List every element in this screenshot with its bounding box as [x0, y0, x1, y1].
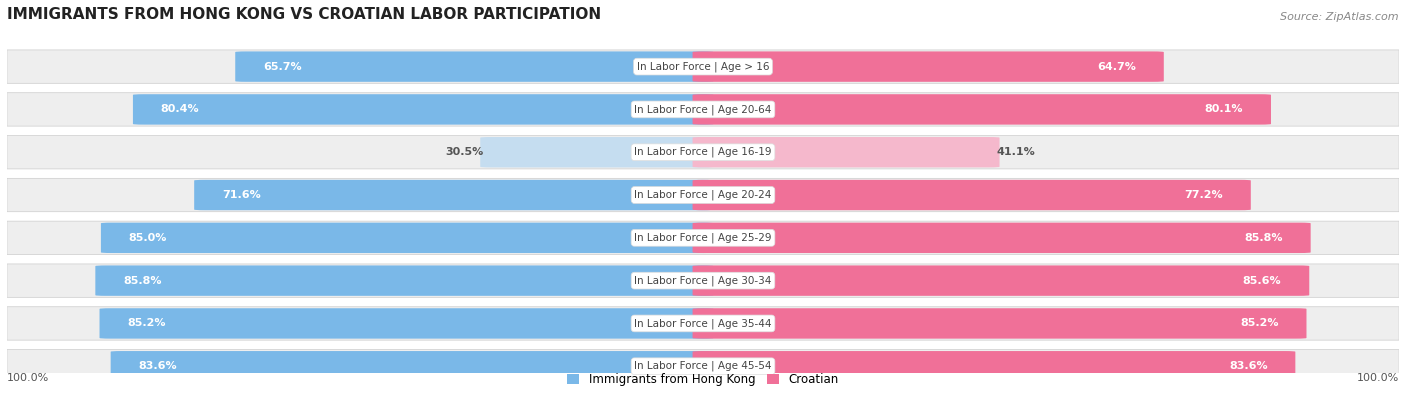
Text: 71.6%: 71.6%: [222, 190, 260, 200]
Text: 77.2%: 77.2%: [1184, 190, 1223, 200]
FancyBboxPatch shape: [693, 94, 1271, 124]
Text: 83.6%: 83.6%: [139, 361, 177, 371]
FancyBboxPatch shape: [7, 93, 1399, 126]
Text: 83.6%: 83.6%: [1229, 361, 1267, 371]
FancyBboxPatch shape: [194, 180, 713, 210]
Text: Source: ZipAtlas.com: Source: ZipAtlas.com: [1281, 12, 1399, 22]
Text: 41.1%: 41.1%: [995, 147, 1035, 157]
Text: In Labor Force | Age 45-54: In Labor Force | Age 45-54: [634, 361, 772, 371]
FancyBboxPatch shape: [96, 265, 713, 296]
FancyBboxPatch shape: [134, 94, 713, 124]
Text: 85.6%: 85.6%: [1243, 276, 1281, 286]
Text: In Labor Force | Age > 16: In Labor Force | Age > 16: [637, 61, 769, 72]
Text: In Labor Force | Age 16-19: In Labor Force | Age 16-19: [634, 147, 772, 158]
FancyBboxPatch shape: [7, 221, 1399, 254]
Text: 80.4%: 80.4%: [160, 104, 200, 115]
Text: In Labor Force | Age 20-64: In Labor Force | Age 20-64: [634, 104, 772, 115]
FancyBboxPatch shape: [100, 308, 713, 339]
Text: 64.7%: 64.7%: [1097, 62, 1136, 71]
FancyBboxPatch shape: [111, 351, 713, 382]
FancyBboxPatch shape: [693, 137, 1000, 167]
FancyBboxPatch shape: [693, 351, 1295, 382]
Text: In Labor Force | Age 30-34: In Labor Force | Age 30-34: [634, 275, 772, 286]
Legend: Immigrants from Hong Kong, Croatian: Immigrants from Hong Kong, Croatian: [562, 369, 844, 391]
Text: In Labor Force | Age 20-24: In Labor Force | Age 20-24: [634, 190, 772, 200]
Text: In Labor Force | Age 25-29: In Labor Force | Age 25-29: [634, 233, 772, 243]
FancyBboxPatch shape: [7, 264, 1399, 297]
Text: 65.7%: 65.7%: [263, 62, 302, 71]
Text: 85.8%: 85.8%: [124, 276, 162, 286]
FancyBboxPatch shape: [693, 180, 1251, 210]
FancyBboxPatch shape: [7, 350, 1399, 383]
FancyBboxPatch shape: [235, 51, 713, 82]
Text: 80.1%: 80.1%: [1205, 104, 1243, 115]
FancyBboxPatch shape: [693, 223, 1310, 253]
Text: 85.0%: 85.0%: [129, 233, 167, 243]
FancyBboxPatch shape: [7, 135, 1399, 169]
Text: 100.0%: 100.0%: [7, 372, 49, 383]
FancyBboxPatch shape: [693, 51, 1164, 82]
FancyBboxPatch shape: [7, 178, 1399, 212]
Text: 30.5%: 30.5%: [446, 147, 484, 157]
Text: 85.2%: 85.2%: [128, 318, 166, 329]
Text: 85.2%: 85.2%: [1240, 318, 1278, 329]
FancyBboxPatch shape: [693, 265, 1309, 296]
FancyBboxPatch shape: [7, 307, 1399, 340]
Text: IMMIGRANTS FROM HONG KONG VS CROATIAN LABOR PARTICIPATION: IMMIGRANTS FROM HONG KONG VS CROATIAN LA…: [7, 7, 602, 22]
Text: In Labor Force | Age 35-44: In Labor Force | Age 35-44: [634, 318, 772, 329]
FancyBboxPatch shape: [101, 223, 713, 253]
Text: 100.0%: 100.0%: [1357, 372, 1399, 383]
Text: 85.8%: 85.8%: [1244, 233, 1282, 243]
FancyBboxPatch shape: [693, 308, 1306, 339]
FancyBboxPatch shape: [7, 50, 1399, 83]
FancyBboxPatch shape: [481, 137, 713, 167]
